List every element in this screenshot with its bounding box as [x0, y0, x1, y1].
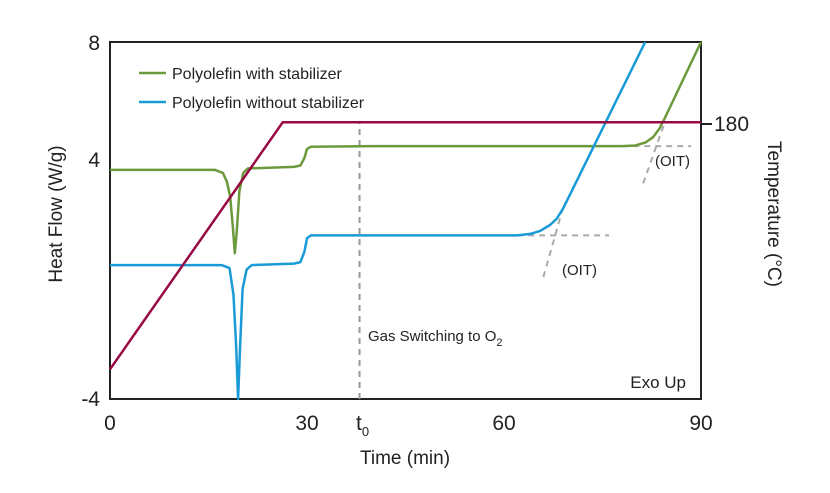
gas-switching-subscript: 2 — [496, 337, 502, 349]
y2-tick-label: 180 — [714, 113, 749, 136]
x-tick-label-90: 90 — [689, 412, 712, 435]
x-tick-label-t0-main: t — [356, 412, 362, 435]
gas-switching-text: Gas Switching to O — [368, 328, 496, 345]
x-tick-label-60: 60 — [492, 412, 515, 435]
oit-label-lower: (OIT) — [562, 262, 597, 279]
y-axis-title: Heat Flow (W/g) — [46, 145, 67, 282]
guide-lines — [358, 120, 692, 399]
legend: Polyolefin with stabilizer Polyolefin wi… — [139, 66, 365, 112]
gas-switching-label: Gas Switching to O2 — [368, 328, 503, 349]
oit-tangent-line-4 — [542, 202, 566, 278]
x-tick-label-t0-sub: 0 — [362, 424, 369, 439]
series-line-temperature — [108, 121, 701, 371]
x-tick-label-30: 30 — [295, 412, 318, 435]
oit-label-upper: (OIT) — [655, 153, 690, 170]
x-tick-label-0: 0 — [104, 412, 116, 435]
series-lines — [108, 41, 703, 401]
y2-axis-title: Temperature (°C) — [763, 141, 784, 287]
x-tick-label-t0: t0 — [356, 412, 369, 439]
y-tick-labels: 8 4 -4 — [81, 32, 100, 411]
exo-up-label: Exo Up — [630, 373, 686, 392]
x-tick-labels: 0 30 t0 60 90 — [104, 412, 713, 439]
legend-label-with-stabilizer: Polyolefin with stabilizer — [172, 66, 343, 83]
series-line-without-stabilizer — [110, 41, 647, 401]
plot-frame — [109, 41, 702, 400]
x-axis-title: Time (min) — [360, 448, 450, 469]
y-tick-label-4: 4 — [88, 149, 100, 172]
legend-label-without-stabilizer: Polyolefin without stabilizer — [172, 95, 365, 112]
y-tick-label-neg4: -4 — [81, 388, 100, 411]
y-tick-label-8: 8 — [88, 32, 100, 55]
